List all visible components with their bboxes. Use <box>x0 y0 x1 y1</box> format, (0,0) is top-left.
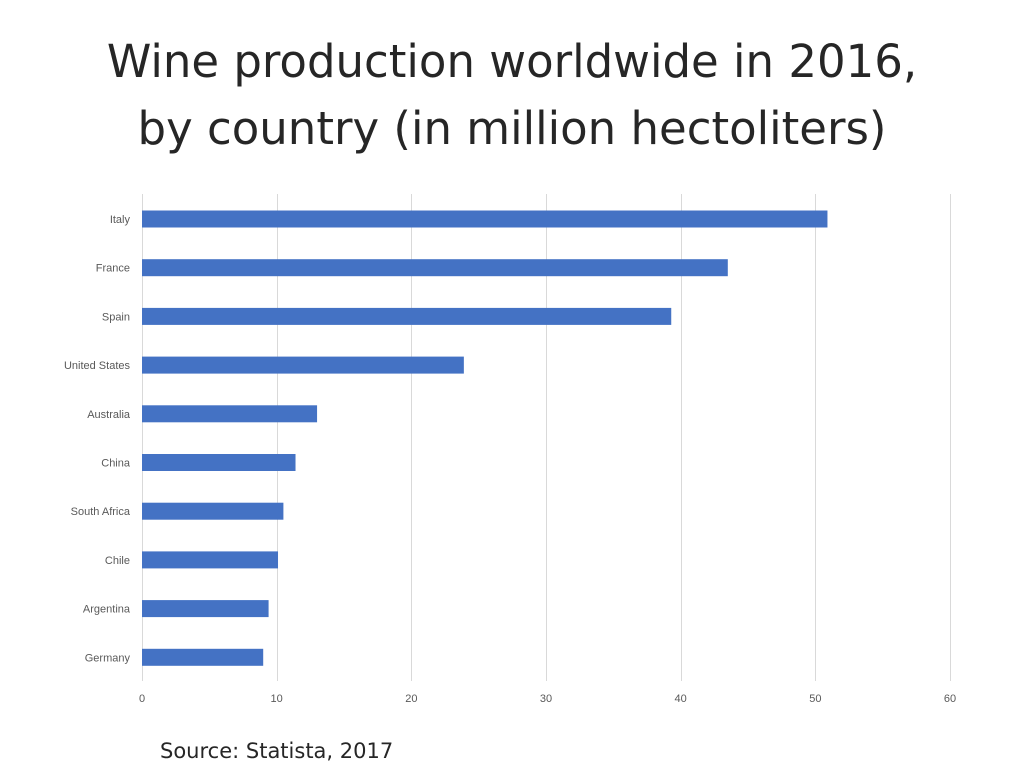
x-tick-label: 60 <box>944 693 956 705</box>
bar-france <box>142 259 728 277</box>
value-axis: 0 10 20 30 40 50 60 <box>139 693 956 705</box>
chart-title-line-2: by country (in million hectoliters) <box>137 102 887 155</box>
bar-south-africa <box>142 502 284 520</box>
bar-australia <box>142 405 318 423</box>
bar-series <box>142 210 828 666</box>
x-tick-label: 30 <box>540 693 552 705</box>
x-tick-label: 50 <box>809 693 821 705</box>
category-label: Italy <box>110 214 131 226</box>
x-tick-label: 0 <box>139 693 145 705</box>
bar-spain <box>142 307 672 325</box>
bar-united-states <box>142 356 464 374</box>
category-label: China <box>101 458 131 470</box>
category-label: Argentina <box>83 604 131 616</box>
category-axis: Italy France Spain United States Australia Ch… <box>64 214 131 664</box>
bar-china <box>142 454 296 471</box>
bar-chile <box>142 551 279 569</box>
x-tick-label: 20 <box>405 693 417 705</box>
bar-germany <box>142 648 264 666</box>
category-label: France <box>96 263 130 275</box>
x-tick-label: 40 <box>675 693 687 705</box>
category-label: Australia <box>87 409 131 421</box>
chart-title: Wine production worldwide in 2016, by co… <box>0 28 1024 162</box>
category-label: South Africa <box>71 506 131 518</box>
category-label: United States <box>64 360 131 372</box>
category-label: Spain <box>102 311 130 323</box>
bar-italy <box>142 210 828 228</box>
category-label: Germany <box>85 652 131 664</box>
chart-title-line-1: Wine production worldwide in 2016, <box>106 35 918 88</box>
bar-argentina <box>142 600 269 618</box>
category-label: Chile <box>105 555 130 567</box>
source-note: Source: Statista, 2017 <box>160 739 394 763</box>
x-tick-label: 10 <box>271 693 283 705</box>
